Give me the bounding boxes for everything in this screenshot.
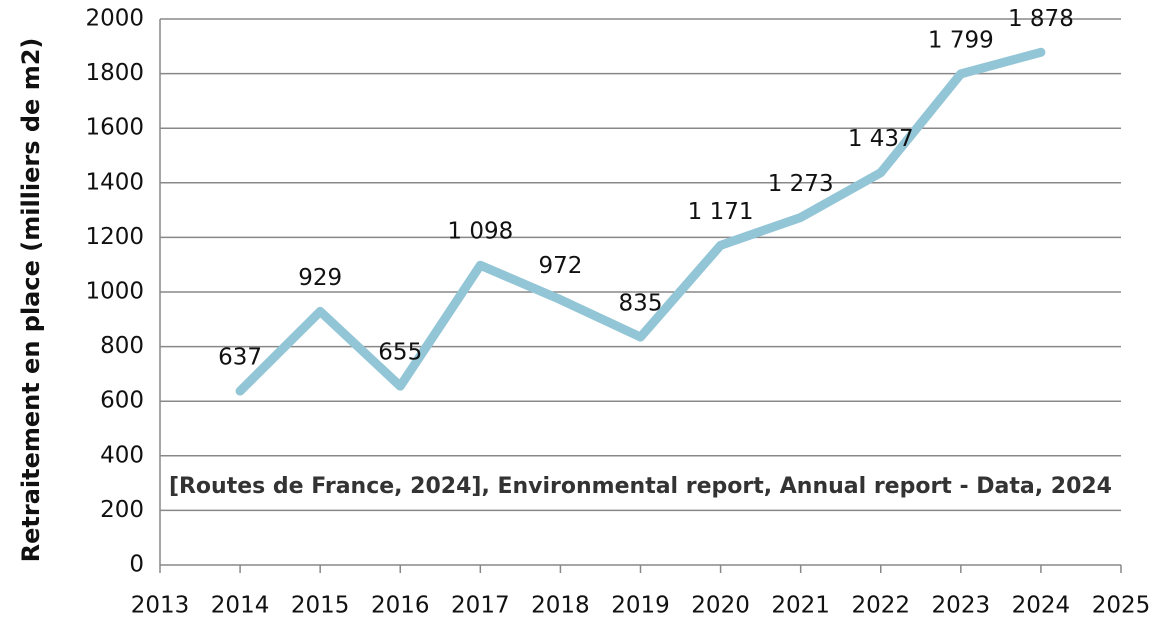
data-label: 929 xyxy=(298,265,342,291)
data-label: 1 799 xyxy=(928,27,994,53)
x-tick-label: 2019 xyxy=(611,593,670,619)
x-tick-label: 2014 xyxy=(211,593,270,619)
x-tick-label: 2023 xyxy=(932,593,991,619)
y-tick-label: 1000 xyxy=(85,279,144,305)
x-tick-label: 2020 xyxy=(691,593,750,619)
y-tick-label: 1400 xyxy=(85,169,144,195)
x-tick-label: 2017 xyxy=(451,593,510,619)
x-tick-label: 2016 xyxy=(371,593,430,619)
y-tick-label: 200 xyxy=(100,497,144,523)
data-label: 1 878 xyxy=(1008,6,1074,32)
x-tick-label: 2025 xyxy=(1092,593,1151,619)
data-label: 1 437 xyxy=(848,126,914,152)
data-label: 655 xyxy=(378,340,422,366)
data-label: 1 171 xyxy=(688,199,754,225)
y-tick-label: 800 xyxy=(100,333,144,359)
x-tick-label: 2021 xyxy=(771,593,830,619)
y-tick-label: 1800 xyxy=(85,60,144,86)
y-tick-label: 1200 xyxy=(85,224,144,250)
annotation: [Routes de France, 2024], Environmental … xyxy=(169,474,1112,499)
x-tick-label: 2018 xyxy=(531,593,590,619)
data-line xyxy=(235,47,1046,396)
x-tick-label: 2013 xyxy=(131,593,190,619)
x-tick-label: 2022 xyxy=(851,593,910,619)
data-label: 835 xyxy=(619,291,663,317)
y-tick-label: 600 xyxy=(100,388,144,414)
y-tick-label: 1600 xyxy=(85,115,144,141)
data-label: 1 098 xyxy=(447,219,513,245)
y-tick-label: 400 xyxy=(100,442,144,468)
x-tick-label: 2015 xyxy=(291,593,350,619)
y-axis-label: Retraitement en place (milliers de m2) xyxy=(17,38,45,563)
data-label: 637 xyxy=(218,345,262,371)
data-label: 972 xyxy=(538,253,582,279)
y-tick-label: 2000 xyxy=(85,6,144,32)
y-tick-label: 0 xyxy=(129,552,144,578)
x-tick-label: 2024 xyxy=(1012,593,1071,619)
data-label: 1 273 xyxy=(768,171,834,197)
